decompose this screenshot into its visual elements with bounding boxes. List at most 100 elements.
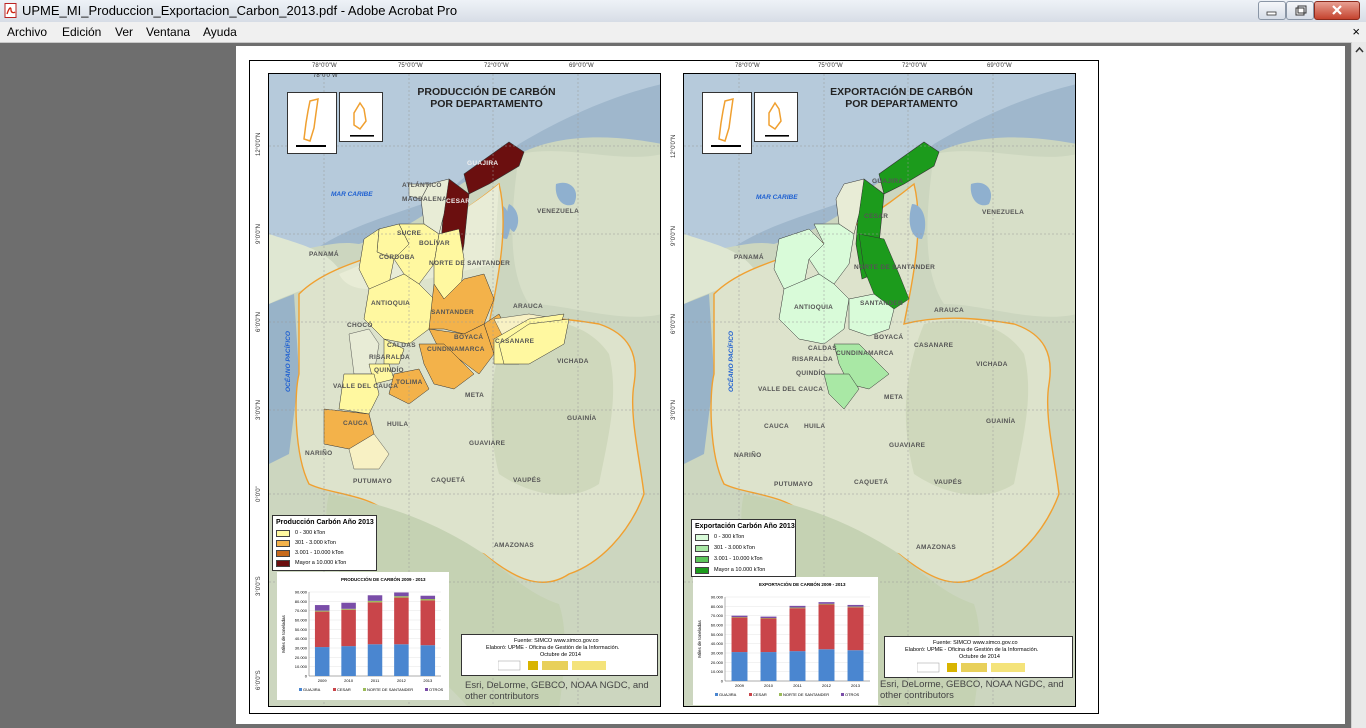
- bar-segment: [341, 609, 356, 647]
- legend-swatch: [276, 560, 290, 567]
- production-credit-box: Fuente: SIMCO www.simco.gov.co Elaboró: …: [461, 634, 658, 676]
- x-tick-label: 2012: [397, 678, 407, 683]
- menu-edicion[interactable]: Edición: [62, 25, 102, 39]
- y-tick-label: 80.000: [711, 604, 724, 609]
- export-map-graphic: [684, 74, 1075, 706]
- legend-swatch: [715, 693, 718, 696]
- scroll-up-icon[interactable]: [1352, 42, 1366, 58]
- bar-segment: [789, 607, 806, 609]
- lat-label: 0°0'0": [256, 486, 262, 502]
- export-inset-map-2: [754, 92, 798, 142]
- window-title: UPME_MI_Produccion_Exportacion_Carbon_20…: [22, 3, 458, 18]
- dept-label: CALDAS: [387, 342, 416, 349]
- production-chart: PRODUCCIÓN DE CARBÓN 2009 - 2013 Miles d…: [277, 572, 449, 700]
- y-tick-label: 90.000: [295, 590, 308, 595]
- close-button[interactable]: [1314, 1, 1360, 20]
- pacific-ocean-label: OCÉANO PACÍFICO: [285, 331, 292, 392]
- bar-segment: [847, 606, 864, 608]
- x-tick-label: 2010: [764, 683, 774, 688]
- credit-source: Fuente: SIMCO www.simco.gov.co: [933, 640, 1018, 646]
- legend-swatch: [333, 688, 336, 691]
- dept-label: CESAR: [864, 213, 889, 220]
- dept-label: VICHADA: [976, 361, 1008, 368]
- export-credit-box: Fuente: SIMCO www.simco.gov.co Elaboró: …: [884, 636, 1073, 678]
- pacific-ocean-label: OCÉANO PACÍFICO: [728, 331, 735, 392]
- lat-label: 9°0'0"N: [671, 225, 677, 246]
- lat-label: 6°0'0"S: [256, 670, 262, 690]
- restore-icon: [1295, 5, 1307, 16]
- legend-swatch: [363, 688, 366, 691]
- bar-segment: [314, 610, 330, 612]
- bar-segment: [818, 602, 835, 604]
- credit-author: Elaboró: UPME - Oficina de Gestión de la…: [905, 647, 1039, 653]
- lon-label: 72°0'0"W: [902, 63, 927, 69]
- bar-segment: [789, 605, 806, 608]
- dept-label: ANTIOQUIA: [371, 300, 411, 307]
- y-tick-label: 10.000: [295, 664, 308, 669]
- legend-swatch: [299, 688, 302, 691]
- bar-segment: [314, 605, 330, 611]
- close-icon: [1332, 5, 1342, 15]
- dept-label: GUAJIRA: [872, 178, 904, 185]
- legend-swatch: [276, 540, 290, 547]
- legend-swatch: [695, 556, 709, 563]
- venezuela-label: VENEZUELA: [537, 208, 580, 215]
- caribbean-sea-label: MAR CARIBE: [756, 194, 798, 201]
- lon-label: 78°0'0"W: [313, 73, 338, 79]
- dept-label: VAUPÉS: [513, 477, 542, 484]
- x-tick-label: 2009: [318, 678, 328, 683]
- menu-ver[interactable]: Ver: [115, 25, 134, 39]
- y-tick-label: 70.000: [711, 613, 724, 618]
- institution-logos: [917, 662, 1025, 673]
- export-attribution: Esri, DeLorme, GEBCO, NOAA NGDC, and oth…: [880, 679, 1064, 701]
- dept-label: NORTE DE SANTANDER: [854, 264, 936, 271]
- bar-segment: [731, 652, 748, 681]
- export-chart-title: EXPORTACIÓN DE CARBÓN 2009 - 2013: [759, 582, 846, 587]
- dept-label: CUNDINAMARCA: [836, 350, 894, 357]
- x-tick-label: 2013: [423, 678, 433, 683]
- dept-label: BOLÍVAR: [419, 240, 450, 247]
- dept-label: CESAR: [446, 198, 471, 205]
- legend-label: GUAJIRA: [303, 687, 321, 692]
- legend-label: Mayor a 10.000 kTon: [714, 567, 766, 573]
- bar-segment: [731, 615, 748, 618]
- bar-segment: [760, 616, 777, 618]
- menu-ventana[interactable]: Ventana: [146, 25, 191, 39]
- bar-segment: [847, 607, 864, 651]
- dept-label: CAUCA: [764, 423, 789, 430]
- dept-label: GUAJIRA: [467, 160, 499, 167]
- dept-label: AMAZONAS: [916, 544, 956, 551]
- legend-label: 3.001 - 10.000 kTon: [295, 550, 344, 556]
- production-map: PRODUCCIÓN DE CARBÓN POR DEPARTAMENTO MA…: [268, 73, 661, 707]
- bar-segment: [760, 618, 777, 653]
- production-title-line2: POR DEPARTAMENTO: [430, 98, 543, 110]
- lat-label: 6°0'0"N: [256, 311, 262, 332]
- minimize-icon: [1266, 11, 1277, 16]
- menu-archivo[interactable]: Archivo: [7, 25, 48, 39]
- bar-segment: [394, 597, 409, 645]
- y-tick-label: 60.000: [711, 623, 724, 628]
- venezuela-label: VENEZUELA: [982, 209, 1025, 216]
- document-close-button[interactable]: ×: [1352, 24, 1360, 39]
- menu-ayuda[interactable]: Ayuda: [203, 25, 237, 39]
- title-bar: UPME_MI_Produccion_Exportacion_Carbon_20…: [0, 0, 1366, 23]
- bar-segment: [394, 644, 409, 676]
- dept-label: AMAZONAS: [494, 542, 534, 549]
- restore-button[interactable]: [1286, 1, 1314, 20]
- minimize-button[interactable]: [1258, 1, 1286, 20]
- dept-label: BOYACÁ: [874, 334, 904, 341]
- dept-label: CÓRDOBA: [379, 254, 415, 261]
- dept-label: SUCRE: [397, 230, 422, 237]
- export-title-line1: EXPORTACIÓN DE CARBÓN: [830, 86, 973, 98]
- bar-segment: [314, 611, 330, 648]
- vertical-scrollbar[interactable]: [1351, 42, 1366, 728]
- dept-label: MAGDALENA: [402, 196, 447, 203]
- bar-segment: [420, 595, 436, 599]
- production-chart-svg: Miles de toneladas 0 10.000 20.000 30.000 40.…: [281, 590, 444, 693]
- lon-label: 75°0'0"W: [818, 63, 843, 69]
- dept-label: CASANARE: [495, 338, 535, 345]
- legend-swatch: [841, 693, 844, 696]
- dept-label: CAQUETÁ: [854, 479, 889, 486]
- production-attribution: Esri, DeLorme, GEBCO, NOAA NGDC, and oth…: [465, 680, 649, 702]
- dept-label: CHOCÓ: [347, 322, 373, 329]
